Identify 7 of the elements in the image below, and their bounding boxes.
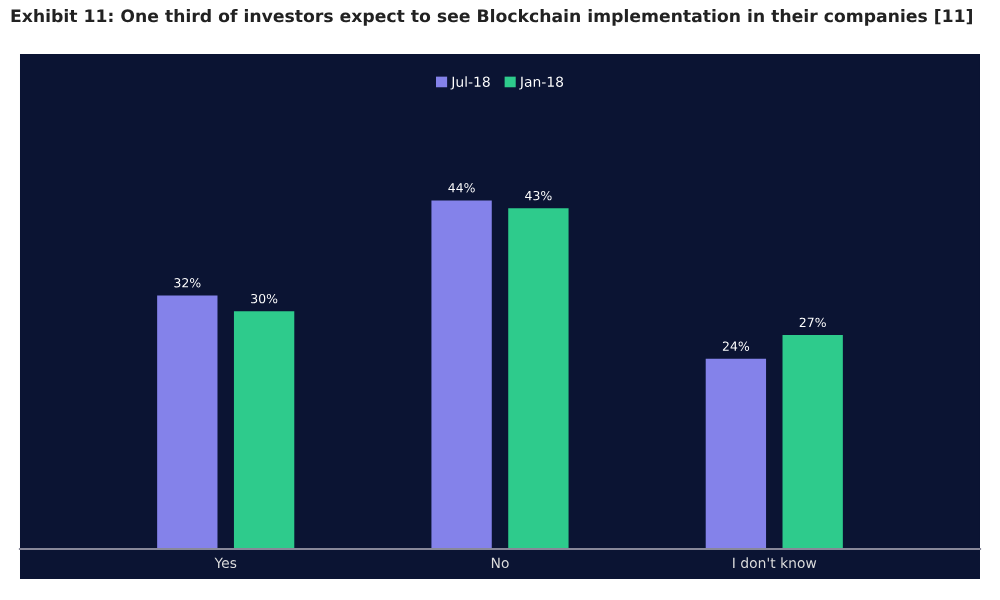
bar — [157, 295, 218, 549]
chart-title: Exhibit 11: One third of investors expect to see Blockchain implementation in their companies [11] — [11, 9, 972, 26]
bar — [782, 335, 843, 549]
bar — [233, 311, 295, 549]
bar — [705, 358, 767, 549]
bar — [508, 208, 569, 549]
bar — [431, 200, 492, 549]
